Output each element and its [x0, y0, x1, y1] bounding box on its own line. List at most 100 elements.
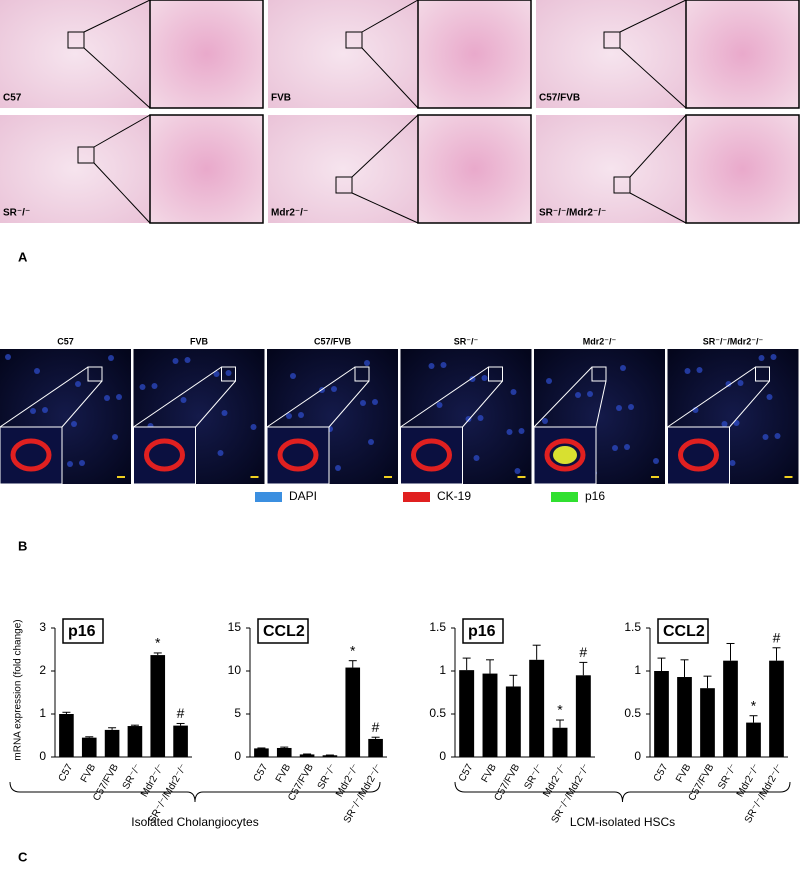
zoom-inset	[400, 426, 463, 485]
bar	[173, 725, 188, 757]
nucleus	[67, 461, 73, 467]
nucleus	[542, 418, 548, 424]
legend-swatch	[255, 492, 282, 502]
zoom-inset	[133, 426, 196, 485]
nucleus	[71, 421, 77, 427]
nucleus	[79, 460, 85, 466]
nucleus	[762, 434, 769, 440]
bar	[746, 722, 761, 757]
group-label: LCM-isolated HSCs	[570, 815, 675, 829]
nucleus	[628, 404, 634, 410]
zoom-line	[0, 366, 89, 428]
duct	[678, 438, 719, 472]
nucleus	[725, 381, 732, 387]
nucleus	[217, 450, 224, 456]
bar	[723, 660, 738, 757]
bar	[654, 671, 669, 757]
duct	[544, 438, 586, 472]
y-tick-label: 15	[228, 620, 242, 634]
zoom-line	[400, 366, 489, 428]
bar	[700, 688, 715, 757]
nucleus	[737, 380, 744, 386]
nucleus	[286, 413, 292, 419]
zoom-inset	[417, 0, 532, 109]
zoom-line	[93, 114, 151, 148]
nucleus	[612, 445, 618, 451]
zoom-box	[591, 366, 607, 382]
tile-label: C57	[3, 93, 22, 104]
chart-title-box	[462, 618, 504, 644]
micrograph	[268, 0, 418, 108]
legend-swatch	[403, 492, 430, 502]
y-tick-label: 5	[234, 706, 241, 720]
tile-label: SR⁻/⁻	[3, 208, 30, 219]
chart-title: p16	[68, 623, 96, 640]
nucleus	[473, 455, 480, 461]
zoom-box	[87, 366, 103, 382]
panel-label: C	[18, 849, 28, 864]
bar	[299, 754, 315, 757]
scale-bar	[250, 476, 259, 478]
micrograph	[536, 0, 686, 108]
zoom-line	[595, 380, 607, 428]
bar	[529, 659, 545, 757]
scale-bar	[384, 476, 392, 478]
zoom-box	[354, 366, 370, 382]
bar	[677, 677, 692, 757]
nucleus	[440, 362, 447, 368]
duct-p16	[553, 446, 577, 464]
x-tick-label: SR⁻/⁻	[522, 762, 545, 791]
significance-mark: *	[155, 635, 161, 651]
nucleus	[733, 420, 740, 426]
nucleus	[587, 391, 593, 397]
zoom-line	[83, 0, 151, 33]
zoom-line	[83, 47, 151, 109]
x-tick-label: FVB	[480, 762, 499, 785]
zoom-box	[345, 31, 363, 49]
bar	[150, 655, 166, 757]
tile-label: C57/FVB	[539, 93, 580, 104]
bar	[104, 729, 120, 757]
bar	[482, 673, 498, 757]
nucleus	[108, 355, 114, 361]
zoom-line	[619, 47, 687, 109]
bar	[276, 747, 292, 757]
x-tick-label: FVB	[274, 762, 293, 785]
nucleus	[298, 412, 304, 418]
zoom-line	[328, 380, 370, 428]
x-tick-label: SR⁻/⁻	[716, 762, 739, 791]
nucleus	[729, 460, 736, 466]
zoom-line	[133, 366, 222, 428]
y-tick-label: 0.5	[429, 706, 446, 720]
nucleus	[575, 392, 581, 398]
nucleus	[436, 402, 443, 408]
micrograph	[268, 115, 418, 223]
bar	[59, 714, 74, 757]
zoom-inset	[417, 114, 532, 224]
zoom-inset	[685, 0, 800, 109]
significance-mark: #	[177, 705, 185, 721]
y-tick-label: 1	[634, 663, 641, 677]
y-tick-label: 0	[439, 749, 446, 763]
group-brace	[454, 781, 791, 803]
legend-label: p16	[585, 489, 605, 503]
bar	[127, 726, 143, 757]
x-tick-label: SR⁻/⁻	[121, 762, 144, 791]
nucleus	[180, 397, 187, 403]
nucleus	[225, 370, 232, 376]
zoom-line	[533, 366, 593, 428]
nucleus	[624, 444, 630, 450]
chart-title-box	[62, 618, 104, 644]
y-tick-label: 10	[228, 663, 242, 677]
bar	[505, 686, 521, 757]
x-tick-label: FVB	[674, 762, 693, 785]
nucleus	[290, 373, 296, 379]
nucleus	[428, 363, 435, 369]
y-tick-label: 1	[39, 706, 46, 720]
nucleus	[112, 434, 118, 440]
bar	[81, 737, 97, 757]
zoom-line	[629, 114, 687, 178]
y-tick-label: 2	[39, 663, 46, 677]
legend-swatch	[551, 492, 578, 502]
bar	[322, 755, 338, 757]
